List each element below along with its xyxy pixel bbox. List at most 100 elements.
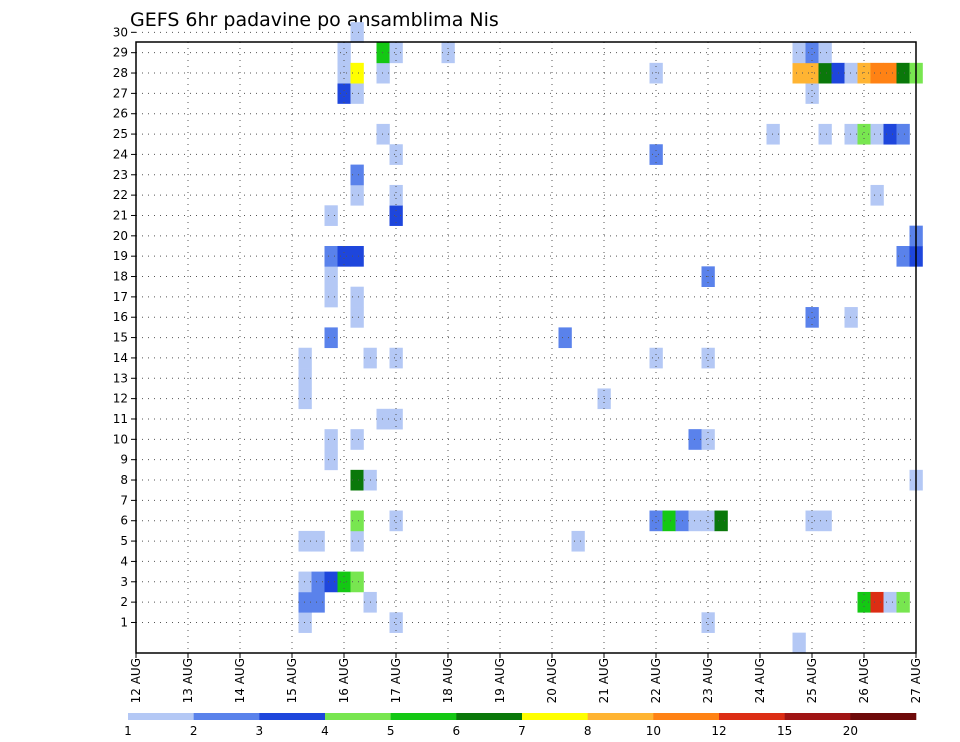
precip-cell [350, 571, 364, 593]
precip-cell [324, 429, 338, 450]
precip-cell [350, 307, 364, 328]
colorbar-label: 15 [777, 724, 792, 738]
precip-cell [896, 591, 910, 613]
precip-cell [298, 368, 312, 389]
colorbar-legend: 1 2 3 4 5 6 7 8 10 12 15 20 [124, 713, 917, 738]
precip-cell [792, 632, 806, 654]
precip-cell [883, 123, 897, 145]
precip-cell [870, 591, 884, 613]
y-tick-label: 11 [113, 412, 128, 426]
y-tick-label: 3 [120, 575, 128, 589]
colorbar-label: 5 [387, 724, 395, 738]
colorbar-swatch [719, 713, 785, 720]
y-tick-label: 2 [120, 595, 128, 609]
colorbar-label: 12 [711, 724, 726, 738]
y-tick-label: 25 [113, 127, 128, 141]
precip-cell [376, 42, 390, 64]
x-tick-label: 22 AUG [649, 658, 663, 703]
precip-cell [350, 184, 364, 206]
x-tick-label: 13 AUG [181, 658, 195, 703]
precip-cell [844, 123, 858, 145]
precip-cell [324, 246, 338, 267]
colorbar-swatch [390, 713, 457, 720]
colorbar-label: 6 [453, 724, 461, 738]
x-tick-label: 23 AUG [701, 658, 715, 703]
plot-frame [135, 41, 917, 654]
y-tick-label: 13 [113, 371, 128, 385]
x-tick-label: 24 AUG [753, 658, 767, 703]
precip-cell [792, 42, 806, 64]
precip-cell [389, 510, 403, 532]
colorbar-swatch [784, 713, 851, 720]
precip-cell [805, 62, 819, 84]
precip-cell [870, 184, 884, 206]
colorbar-swatch [259, 713, 326, 720]
y-tick-label: 28 [113, 66, 128, 80]
precip-cell [649, 144, 663, 165]
x-tick-label: 27 AUG [909, 658, 923, 703]
precip-cell [896, 246, 910, 267]
y-tick-label: 9 [120, 453, 128, 467]
y-tick-label: 16 [113, 310, 128, 324]
precip-cell [298, 530, 312, 552]
precip-cell [688, 510, 702, 532]
y-tick-label: 22 [113, 188, 128, 202]
x-tick-label: 16 AUG [337, 658, 351, 703]
x-tick-label: 26 AUG [857, 658, 871, 703]
precip-cell [324, 205, 338, 226]
precip-cell [389, 347, 403, 369]
y-tick-label: 5 [120, 534, 128, 548]
precip-cell [337, 62, 351, 84]
precip-cell [324, 286, 338, 308]
precip-cell [376, 62, 390, 84]
y-tick-label: 23 [113, 168, 128, 182]
y-tick-label: 8 [120, 473, 128, 487]
y-tick-label: 27 [113, 86, 128, 100]
precip-cell [389, 184, 403, 206]
y-tick-label: 6 [120, 514, 128, 528]
precip-cell [571, 530, 585, 552]
y-tick-label: 19 [113, 249, 128, 263]
precip-cell [389, 42, 403, 64]
precip-cell [324, 327, 338, 349]
precip-cell [324, 571, 338, 593]
precip-cell [688, 429, 702, 450]
precip-cell [766, 123, 780, 145]
precip-cell [350, 22, 364, 43]
precip-cell [805, 83, 819, 104]
y-tick-label: 14 [113, 351, 128, 365]
colorbar-swatch [850, 713, 917, 720]
precip-cell [649, 347, 663, 369]
colorbar-swatch [193, 713, 260, 720]
precip-cell [844, 62, 858, 84]
precip-cell [298, 388, 312, 410]
precip-cell [818, 123, 832, 145]
x-tick-label: 14 AUG [233, 658, 247, 703]
x-tick-label: 15 AUG [285, 658, 299, 703]
precip-cell [298, 591, 312, 613]
y-tick-label: 17 [113, 290, 128, 304]
chart-title: GEFS 6hr padavine po ansamblima Nis [130, 9, 499, 31]
colorbar-label: 20 [843, 724, 858, 738]
precip-cell [337, 571, 351, 593]
precipitation-cells [298, 22, 923, 654]
x-tick-label: 19 AUG [493, 658, 507, 703]
precip-cell [389, 144, 403, 165]
precip-cell [324, 449, 338, 471]
colorbar-swatch [456, 713, 523, 720]
y-axis-ticks: 1234567891011121314151617181920212223242… [113, 25, 136, 629]
precip-cell [298, 571, 312, 593]
y-tick-label: 26 [113, 107, 128, 121]
colorbar-swatch [128, 713, 194, 720]
precip-cell [857, 591, 871, 613]
precip-cell [714, 510, 728, 532]
x-tick-label: 12 AUG [129, 658, 143, 703]
precip-cell [350, 469, 364, 491]
precip-cell [389, 205, 403, 226]
precip-cell [376, 408, 390, 430]
precip-cell [350, 62, 364, 84]
precip-cell [662, 510, 676, 532]
y-tick-label: 7 [120, 493, 128, 507]
precip-cell [337, 42, 351, 64]
precip-cell [389, 408, 403, 430]
